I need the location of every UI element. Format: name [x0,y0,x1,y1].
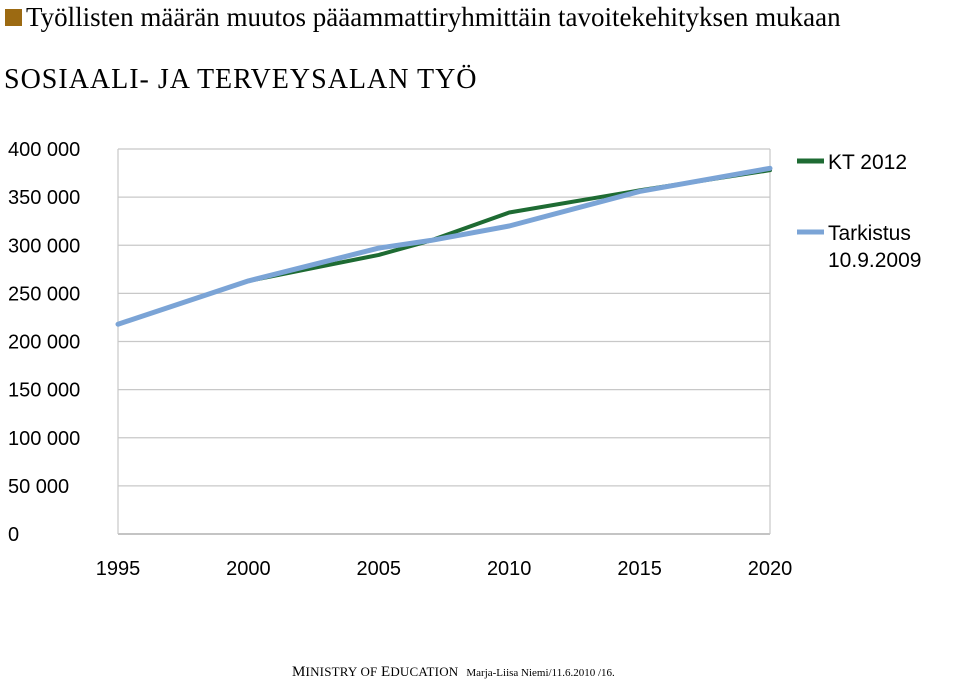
legend-label-kt-2012: KT 2012 [828,151,907,174]
author-date: Marja-Liisa Niemi/11.6.2010 /16. [466,667,615,679]
x-tick-label: 2020 [748,558,793,580]
y-tick-label: 150 000 [8,380,80,402]
y-tick-label: 300 000 [8,235,80,257]
series-lines [115,165,773,327]
legend: KT 2012 Tarkistus 10.9.2009 [797,151,921,272]
y-tick-label: 0 [8,524,19,546]
grid-lines [117,148,771,535]
legend-label-tarkistus-line: 10.9.2009 [828,249,921,272]
y-tick-label: 350 000 [8,187,80,209]
y-tick-label: 400 000 [8,139,80,161]
x-tick-label: 2005 [357,558,402,580]
footer: MINISTRY OF EDUCATION Marja-Liisa Niemi/… [292,664,615,681]
series-line-tarkistus [115,165,773,327]
line-chart: 0 50 000 100 000 150 000 200 000 250 000 300 0… [8,139,921,580]
y-tick-label: 250 000 [8,283,80,305]
slide-subtitle: SOSIAALI- JA TERVEYSALAN TYÖ [4,64,478,95]
x-tick-label: 2015 [617,558,662,580]
ministry-name: MINISTRY OF EDUCATION [292,664,459,680]
series-line-kt-2012 [116,168,772,327]
y-tick-label: 200 000 [8,332,80,354]
square-bullet-icon [5,8,22,26]
legend-label-tarkistus-line: Tarkistus [828,222,911,245]
slide-title: Työllisten määrän muutos pääammattiryhmi… [26,1,841,32]
x-tick-label: 2000 [226,558,271,580]
y-tick-label: 100 000 [8,428,80,450]
y-axis-ticks: 0 50 000 100 000 150 000 200 000 250 000 300 0… [8,139,80,546]
x-tick-label: 1995 [96,558,141,580]
x-axis-ticks: 1995 2000 2005 2010 2015 2020 [96,558,793,580]
x-tick-label: 2010 [487,558,532,580]
y-tick-label: 50 000 [8,476,69,498]
title-row: Työllisten määrän muutos pääammattiryhmi… [0,0,841,34]
